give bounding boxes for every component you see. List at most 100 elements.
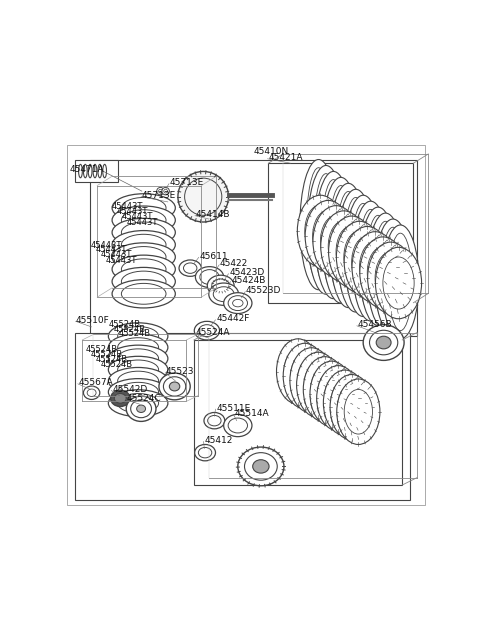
Ellipse shape: [103, 164, 107, 178]
Ellipse shape: [137, 405, 145, 413]
Ellipse shape: [93, 164, 97, 178]
Ellipse shape: [212, 279, 229, 292]
Ellipse shape: [314, 173, 338, 286]
Ellipse shape: [112, 230, 175, 259]
Text: 45443T: 45443T: [106, 256, 137, 265]
Ellipse shape: [112, 194, 175, 222]
Ellipse shape: [195, 267, 224, 287]
Ellipse shape: [200, 269, 219, 285]
Ellipse shape: [121, 210, 166, 230]
Ellipse shape: [112, 255, 175, 284]
Ellipse shape: [204, 413, 225, 429]
Ellipse shape: [352, 236, 383, 288]
Text: 45524B: 45524B: [96, 355, 128, 364]
Ellipse shape: [322, 177, 360, 303]
Text: 45713E: 45713E: [170, 178, 204, 187]
Ellipse shape: [331, 381, 359, 425]
Ellipse shape: [297, 358, 325, 403]
Ellipse shape: [366, 215, 390, 317]
Ellipse shape: [209, 283, 239, 305]
Ellipse shape: [178, 172, 228, 222]
Ellipse shape: [283, 343, 326, 409]
Text: 45524B: 45524B: [119, 330, 151, 339]
Ellipse shape: [344, 198, 368, 304]
Ellipse shape: [330, 374, 373, 440]
Ellipse shape: [312, 210, 344, 262]
Ellipse shape: [345, 195, 382, 317]
Ellipse shape: [108, 345, 168, 372]
Ellipse shape: [297, 195, 344, 267]
Ellipse shape: [321, 211, 367, 282]
Ellipse shape: [114, 394, 126, 403]
Ellipse shape: [284, 349, 312, 394]
Ellipse shape: [344, 227, 390, 298]
Circle shape: [164, 189, 168, 193]
Ellipse shape: [373, 221, 397, 322]
Ellipse shape: [336, 221, 383, 292]
Text: 45567A: 45567A: [79, 378, 113, 387]
Text: 45510F: 45510F: [76, 316, 109, 324]
Ellipse shape: [108, 334, 168, 361]
Text: 45542D: 45542D: [112, 385, 147, 394]
Ellipse shape: [381, 227, 405, 326]
Ellipse shape: [367, 213, 404, 330]
Ellipse shape: [304, 363, 332, 407]
Ellipse shape: [118, 326, 158, 346]
Ellipse shape: [185, 178, 222, 215]
Text: 45511E: 45511E: [216, 403, 251, 413]
Text: 45611: 45611: [200, 252, 228, 260]
Ellipse shape: [329, 186, 353, 295]
Text: 45442F: 45442F: [216, 314, 250, 323]
Ellipse shape: [305, 200, 351, 272]
Bar: [75, 160, 118, 182]
Ellipse shape: [179, 260, 202, 276]
Ellipse shape: [194, 321, 219, 340]
Ellipse shape: [367, 246, 398, 299]
Text: 45456B: 45456B: [358, 320, 392, 329]
Ellipse shape: [108, 356, 168, 383]
Text: 45443T: 45443T: [126, 218, 157, 227]
Ellipse shape: [374, 219, 411, 334]
Ellipse shape: [108, 367, 168, 394]
Ellipse shape: [126, 396, 156, 421]
Ellipse shape: [337, 379, 380, 444]
Ellipse shape: [108, 379, 168, 405]
Polygon shape: [268, 163, 413, 303]
Ellipse shape: [98, 164, 102, 178]
Ellipse shape: [322, 180, 345, 291]
Ellipse shape: [121, 271, 166, 292]
Ellipse shape: [276, 339, 320, 404]
Ellipse shape: [375, 247, 421, 319]
Ellipse shape: [383, 257, 414, 309]
Text: 45443T: 45443T: [96, 245, 128, 255]
Ellipse shape: [321, 215, 352, 268]
Ellipse shape: [307, 168, 330, 282]
Ellipse shape: [112, 243, 175, 271]
Ellipse shape: [224, 414, 252, 436]
Bar: [90, 159, 417, 336]
Ellipse shape: [310, 361, 353, 427]
Text: 45524A: 45524A: [196, 328, 230, 337]
Text: 45713E: 45713E: [142, 191, 176, 200]
Ellipse shape: [108, 323, 168, 349]
Ellipse shape: [112, 206, 175, 234]
Ellipse shape: [252, 460, 269, 473]
Ellipse shape: [305, 205, 336, 257]
Text: 45524C: 45524C: [126, 394, 161, 403]
Ellipse shape: [244, 452, 277, 480]
Ellipse shape: [290, 348, 333, 413]
Ellipse shape: [207, 275, 234, 296]
Text: 45514A: 45514A: [234, 409, 269, 418]
Ellipse shape: [317, 365, 360, 431]
Ellipse shape: [121, 222, 166, 243]
Ellipse shape: [79, 164, 83, 178]
Ellipse shape: [351, 204, 375, 308]
Text: 45524B: 45524B: [85, 346, 118, 355]
Ellipse shape: [118, 394, 158, 413]
Text: 45443T: 45443T: [91, 241, 122, 250]
Text: 45410N: 45410N: [253, 147, 288, 156]
Ellipse shape: [336, 226, 367, 278]
Text: 45523: 45523: [166, 367, 194, 376]
Ellipse shape: [121, 198, 166, 218]
Text: 45443T: 45443T: [111, 202, 143, 211]
